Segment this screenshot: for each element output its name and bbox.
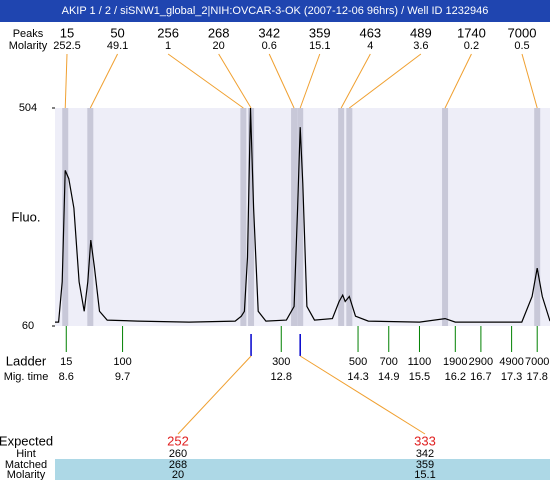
expected-value: 333 — [414, 433, 436, 448]
peak-connector — [444, 53, 472, 109]
peak-connector — [218, 53, 252, 109]
peak-connector — [268, 53, 295, 109]
peak-size: 342 — [258, 25, 280, 40]
expected-connector — [299, 355, 426, 435]
matched-label: Matched — [5, 459, 47, 471]
peak-size: 1740 — [457, 25, 486, 40]
y-tick-label: 504 — [19, 102, 37, 114]
ladder-time: 12.8 — [271, 371, 292, 383]
peak-connector — [64, 53, 68, 109]
peak-molarity: 0.6 — [262, 40, 277, 52]
ladder-size: 300 — [272, 356, 290, 368]
peak-molarity: 0.2 — [464, 40, 479, 52]
peak-connector — [521, 53, 538, 109]
molarity-row-label: Molarity — [7, 469, 46, 480]
peak-molarity: 0.5 — [514, 40, 529, 52]
ladder-size: 7000 — [525, 356, 549, 368]
ladder-time: 16.2 — [445, 371, 466, 383]
peak-size: 359 — [309, 25, 331, 40]
title: AKIP 1 / 2 / siSNW1_global_2|NIH:OVCAR-3… — [62, 5, 489, 17]
molarity-value: 20 — [172, 469, 184, 480]
peak-band — [534, 108, 541, 326]
peak-band — [248, 108, 255, 326]
ladder-time: 14.3 — [347, 371, 368, 383]
matched-band — [55, 459, 550, 480]
peak-size: 463 — [359, 25, 381, 40]
peak-size: 50 — [110, 25, 124, 40]
matched-value: 359 — [416, 459, 434, 471]
peak-molarity: 4 — [367, 40, 373, 52]
y-tick-label: 60 — [22, 320, 34, 332]
peak-connector — [340, 53, 371, 109]
trace — [55, 107, 550, 323]
ladder-size: 15 — [60, 356, 72, 368]
ladder-size: 500 — [349, 356, 367, 368]
peak-band — [338, 108, 345, 326]
ladder-size: 100 — [113, 356, 131, 368]
peak-size: 15 — [60, 25, 74, 40]
ladder-time: 16.7 — [470, 371, 491, 383]
peak-molarity: 49.1 — [107, 40, 128, 52]
peak-band — [87, 108, 94, 326]
expected-label: Expected — [0, 433, 53, 448]
peak-connector — [299, 53, 321, 109]
peak-band — [442, 108, 449, 326]
ladder-time: 8.6 — [59, 371, 74, 383]
peak-molarity: 252.5 — [53, 40, 81, 52]
peak-size: 256 — [157, 25, 179, 40]
hint-value: 260 — [169, 448, 187, 460]
peak-molarity: 1 — [165, 40, 171, 52]
peak-molarity: 20 — [213, 40, 225, 52]
ladder-time: 17.8 — [526, 371, 547, 383]
peak-size: 489 — [410, 25, 432, 40]
ladder-size: 4900 — [499, 356, 523, 368]
expected-connector — [177, 355, 252, 435]
peak-connector — [89, 53, 119, 109]
peak-size: 7000 — [508, 25, 537, 40]
peak-band — [346, 108, 353, 326]
y-label: Fluo. — [12, 209, 41, 224]
ladder-size: 1900 — [443, 356, 467, 368]
peak-size: 268 — [208, 25, 230, 40]
peak-molarity: 3.6 — [413, 40, 428, 52]
ladder-time: 17.3 — [501, 371, 522, 383]
ladder-size: 2900 — [469, 356, 493, 368]
ladder-size: 700 — [380, 356, 398, 368]
hint-value: 342 — [416, 448, 434, 460]
ladder-time: 15.5 — [409, 371, 430, 383]
hint-label: Hint — [16, 448, 36, 460]
peak-band — [62, 108, 69, 326]
peak-band — [297, 108, 304, 326]
molarity-value: 15.1 — [414, 469, 435, 480]
ladder-time: 9.7 — [115, 371, 130, 383]
peak-molarity: 15.1 — [309, 40, 330, 52]
molarity-label: Molarity — [9, 40, 48, 52]
peak-connector — [167, 53, 244, 109]
ladder-time: 14.9 — [378, 371, 399, 383]
peak-band — [240, 108, 247, 326]
matched-value: 268 — [169, 459, 187, 471]
peaks-label: Peaks — [13, 28, 44, 40]
peak-connector — [349, 53, 422, 109]
peak-band — [291, 108, 298, 326]
expected-value: 252 — [167, 433, 189, 448]
ladder-label: Ladder — [6, 353, 47, 368]
ladder-size: 1100 — [408, 356, 432, 368]
title-bar — [0, 0, 550, 22]
mig-time-label: Mig. time — [4, 371, 49, 383]
